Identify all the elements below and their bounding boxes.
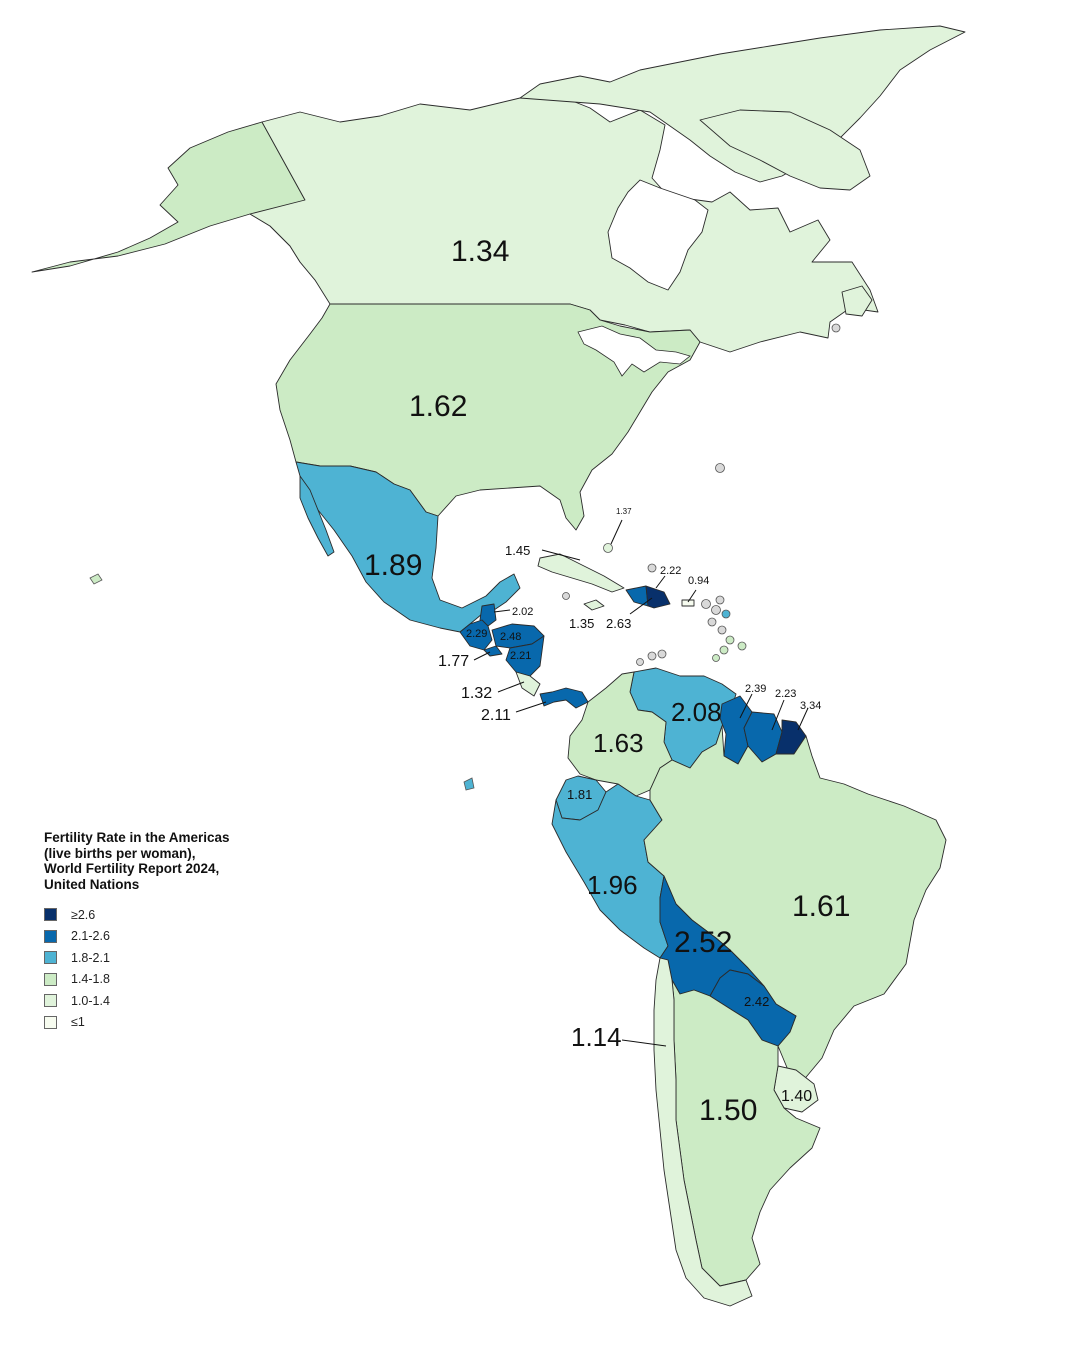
legend-item: 1.0-1.4 <box>44 990 234 1012</box>
uruguay-label: 1.40 <box>781 1088 812 1105</box>
argentina-label: 1.50 <box>699 1094 757 1127</box>
baja-california <box>299 475 335 557</box>
great-lakes <box>577 325 691 377</box>
legend-swatch <box>44 972 57 986</box>
usa-region <box>275 303 701 531</box>
hudson-bay <box>607 179 709 291</box>
legend-label: ≥2.6 <box>71 907 96 922</box>
mexico-region <box>295 461 521 633</box>
legend-swatch <box>44 929 57 943</box>
haiti-label: 2.22 <box>660 565 681 577</box>
costa-rica-label: 1.32 <box>461 685 492 702</box>
bolivia-label: 2.52 <box>674 926 732 959</box>
leader-lines <box>473 519 809 1047</box>
panama-label: 2.11 <box>481 707 511 724</box>
jamaica-label: 1.35 <box>569 616 594 631</box>
guatemala-region <box>459 619 493 651</box>
mexico-label: 1.89 <box>364 549 422 582</box>
dominican-republic-region <box>645 585 671 609</box>
canada-label: 1.34 <box>451 235 509 268</box>
bahamas-label: 1.37 <box>616 507 632 516</box>
nicaragua-region <box>505 635 545 677</box>
legend-label: 1.0-1.4 <box>71 993 110 1008</box>
costa-rica-region <box>515 671 541 697</box>
legend: Fertility Rate in the Americas (live bir… <box>44 830 234 1033</box>
legend-swatch <box>44 908 57 922</box>
legend-label: 1.4-1.8 <box>71 972 110 987</box>
caribbean-small-islands <box>89 323 841 791</box>
puerto-rico-label: 0.94 <box>688 575 709 587</box>
venezuela-label: 2.08 <box>671 697 722 727</box>
legend-item: ≤1 <box>44 1012 234 1034</box>
ecuador-label: 1.81 <box>567 787 592 802</box>
belize-label: 2.02 <box>512 606 533 618</box>
legend-label: 1.8-2.1 <box>71 950 110 965</box>
newfoundland <box>841 285 873 317</box>
peru-label: 1.96 <box>587 870 638 900</box>
usa-label: 1.62 <box>409 390 467 423</box>
suriname-label: 2.23 <box>775 688 796 700</box>
cuba-label: 1.45 <box>505 543 530 558</box>
legend-swatch <box>44 951 57 965</box>
el-salvador-label: 1.77 <box>438 653 469 670</box>
chile-label: 1.14 <box>571 1022 622 1052</box>
legend-item: 1.8-2.1 <box>44 947 234 969</box>
legend-label: ≤1 <box>71 1015 85 1030</box>
belize-region <box>479 603 497 627</box>
legend-swatch <box>44 994 57 1008</box>
panama-region <box>539 687 589 709</box>
honduras-label: 2.48 <box>500 631 521 643</box>
colombia-label: 1.63 <box>593 728 644 758</box>
cuba-region <box>537 553 625 593</box>
legend-title: Fertility Rate in the Americas (live bir… <box>44 830 230 892</box>
guatemala-label: 2.29 <box>466 628 487 640</box>
chile-region <box>653 957 753 1307</box>
paraguay-label: 2.42 <box>744 994 769 1009</box>
legend-item: 2.1-2.6 <box>44 926 234 948</box>
brazil-label: 1.61 <box>792 890 850 923</box>
legend-swatch <box>44 1015 57 1029</box>
jamaica-region <box>583 599 605 611</box>
puerto-rico-region <box>681 599 695 607</box>
legend-item: ≥2.6 <box>44 904 234 926</box>
arctic-islands <box>519 25 966 183</box>
guyana-label: 2.39 <box>745 683 766 695</box>
nicaragua-label: 2.21 <box>510 650 531 662</box>
legend-rows: ≥2.6 2.1-2.6 1.8-2.1 1.4-1.8 1.0-1.4 ≤1 <box>44 904 234 1033</box>
el-salvador-region <box>483 645 503 657</box>
french-guiana-label: 3.34 <box>800 700 821 712</box>
legend-item: 1.4-1.8 <box>44 969 234 991</box>
legend-label: 2.1-2.6 <box>71 929 110 944</box>
dominican-republic-label: 2.63 <box>606 616 631 631</box>
baffin-island <box>699 109 871 191</box>
